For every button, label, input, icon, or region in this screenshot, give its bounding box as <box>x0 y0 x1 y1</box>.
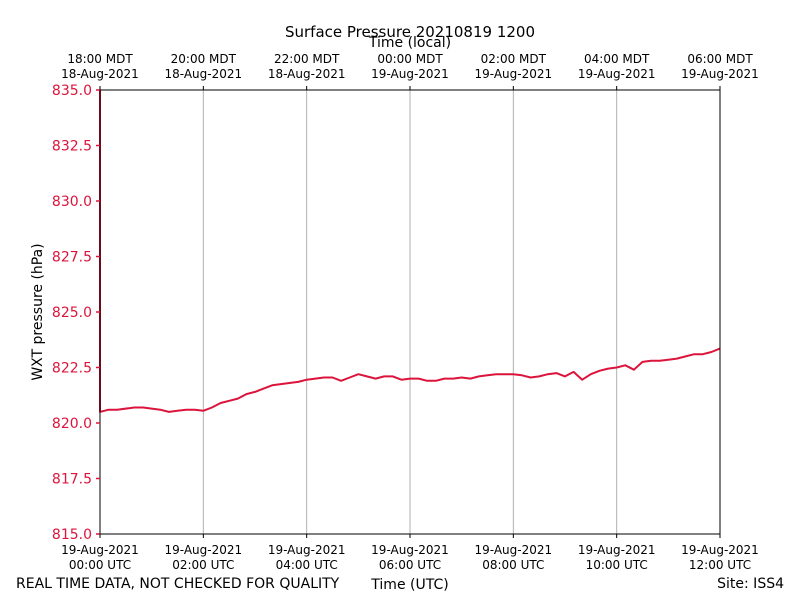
x-tick-time-label: 02:00 UTC <box>172 558 234 572</box>
top-x-axis-title: Time (local) <box>368 35 451 51</box>
y-tick-label: 822.5 <box>52 361 92 377</box>
chart-title: Surface Pressure 20210819 1200 <box>285 23 535 41</box>
top-x-tick-date-label: 19-Aug-2021 <box>475 67 553 81</box>
top-x-tick-date-label: 18-Aug-2021 <box>61 67 139 81</box>
top-x-tick-date-label: 19-Aug-2021 <box>578 67 656 81</box>
top-x-tick-time-label: 20:00 MDT <box>171 52 237 66</box>
x-tick-date-label: 19-Aug-2021 <box>268 543 346 557</box>
y-tick-label: 820.0 <box>52 416 92 432</box>
top-x-tick-time-label: 02:00 MDT <box>481 52 547 66</box>
top-x-tick-time-label: 06:00 MDT <box>687 52 753 66</box>
bottom-x-axis-title: Time (UTC) <box>370 577 448 593</box>
series-group <box>99 90 721 413</box>
y-tick-label: 817.5 <box>52 472 92 488</box>
x-tick-time-label: 08:00 UTC <box>482 558 544 572</box>
x-tick-time-label: 00:00 UTC <box>69 558 131 572</box>
x-tick-date-label: 19-Aug-2021 <box>371 543 449 557</box>
top-x-tick-date-label: 18-Aug-2021 <box>165 67 243 81</box>
site-label: Site: ISS4 <box>717 576 784 592</box>
top-x-tick-time-label: 22:00 MDT <box>274 52 340 66</box>
quality-disclaimer: REAL TIME DATA, NOT CHECKED FOR QUALITY <box>16 576 340 592</box>
y-axis: 815.0 817.5 820.0 822.5 825.0 827.5 830.0 832.5… <box>52 83 100 543</box>
y-tick-label: 825.0 <box>52 305 92 321</box>
x-tick-time-label: 10:00 UTC <box>586 558 648 572</box>
top-x-tick-date-label: 18-Aug-2021 <box>268 67 346 81</box>
x-tick-date-label: 19-Aug-2021 <box>475 543 553 557</box>
x-tick-date-label: 19-Aug-2021 <box>61 543 139 557</box>
y-tick-label: 827.5 <box>52 250 92 266</box>
x-tick-date-label: 19-Aug-2021 <box>578 543 656 557</box>
y-axis-title: WXT pressure (hPa) <box>30 243 46 380</box>
top-x-tick-time-label: 04:00 MDT <box>584 52 650 66</box>
x-tick-date-label: 19-Aug-2021 <box>681 543 759 557</box>
top-x-tick-date-label: 19-Aug-2021 <box>371 67 449 81</box>
x-tick-time-label: 12:00 UTC <box>689 558 751 572</box>
pressure-series-line <box>99 90 721 413</box>
y-tick-label: 815.0 <box>52 527 92 543</box>
grid-lines <box>202 90 618 534</box>
top-x-tick-time-label: 00:00 MDT <box>377 52 443 66</box>
y-tick-label: 832.5 <box>52 139 92 155</box>
top-x-tick-time-label: 18:00 MDT <box>67 52 133 66</box>
top-x-tick-date-label: 19-Aug-2021 <box>681 67 759 81</box>
y-tick-label: 830.0 <box>52 194 92 210</box>
x-tick-date-label: 19-Aug-2021 <box>165 543 243 557</box>
y-tick-label: 835.0 <box>52 83 92 99</box>
x-tick-time-label: 04:00 UTC <box>276 558 338 572</box>
x-tick-time-label: 06:00 UTC <box>379 558 441 572</box>
